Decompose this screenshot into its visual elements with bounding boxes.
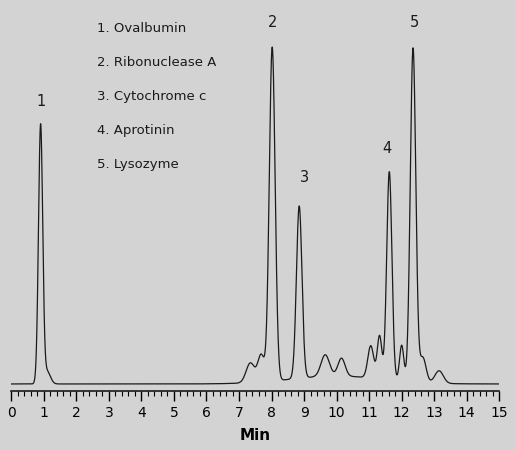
X-axis label: Min: Min xyxy=(239,428,271,443)
Text: 3. Cytochrome c: 3. Cytochrome c xyxy=(97,90,206,103)
Text: 1. Ovalbumin: 1. Ovalbumin xyxy=(97,22,186,35)
Text: 1: 1 xyxy=(37,94,46,109)
Text: 5. Lysozyme: 5. Lysozyme xyxy=(97,158,179,171)
Text: 2: 2 xyxy=(267,15,277,30)
Text: 3: 3 xyxy=(300,170,308,184)
Text: 4: 4 xyxy=(383,141,391,156)
Text: 2. Ribonuclease A: 2. Ribonuclease A xyxy=(97,56,216,69)
Text: 4. Aprotinin: 4. Aprotinin xyxy=(97,124,174,137)
Text: 5: 5 xyxy=(409,15,419,30)
